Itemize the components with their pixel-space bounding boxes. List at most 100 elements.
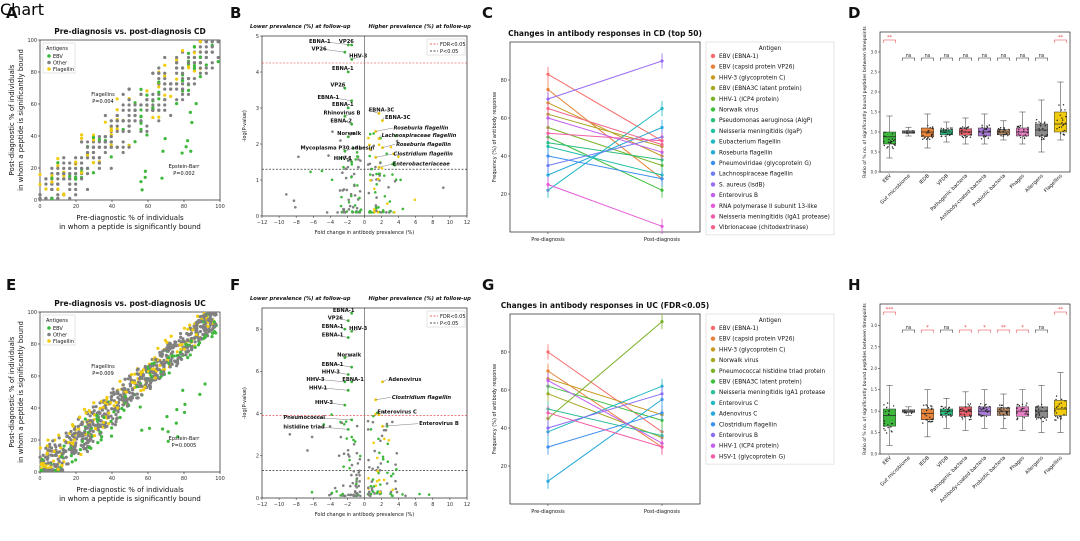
label-leader — [345, 158, 352, 163]
data-point — [109, 145, 113, 149]
point-label: HHV-3 — [349, 54, 367, 60]
data-point — [189, 331, 193, 335]
legend-marker — [710, 325, 716, 331]
x-tick-label: 100 — [215, 476, 225, 482]
jitter-point — [926, 405, 929, 407]
data-point — [210, 40, 214, 44]
data-point — [144, 368, 148, 372]
title-left: Lower prevalence (%) at follow-up — [250, 296, 351, 302]
jitter-point — [1002, 129, 1005, 131]
x-category-label: Allergens — [1024, 455, 1045, 476]
x-tick-label: 80 — [181, 476, 187, 482]
sig-bracket — [1015, 329, 1030, 333]
series-point-pre — [546, 173, 550, 177]
data-point — [143, 377, 147, 382]
data-point — [358, 454, 362, 458]
point-label: Rhinovirus B — [324, 110, 361, 116]
jitter-point — [883, 404, 885, 406]
jitter-point — [1003, 133, 1005, 136]
data-point — [178, 331, 183, 336]
jitter-point — [1039, 122, 1042, 125]
data-point — [91, 145, 96, 149]
label-leader — [378, 135, 381, 139]
jitter-point — [960, 127, 963, 130]
data-point — [378, 469, 382, 472]
jitter-point — [997, 127, 1000, 130]
panel-letter-a: A — [6, 4, 18, 22]
x-category-label: EBV — [882, 173, 894, 185]
x-tick-label: −8 — [292, 220, 299, 226]
jitter-point — [925, 415, 928, 417]
series-point-post — [660, 125, 664, 130]
data-point — [310, 435, 314, 439]
jitter-point — [1035, 415, 1037, 417]
sig-label: ns — [906, 53, 912, 59]
data-point — [395, 490, 399, 494]
jitter-point — [925, 409, 928, 412]
jitter-point — [928, 129, 930, 132]
data-point — [342, 165, 345, 169]
data-point — [139, 384, 143, 388]
data-point — [377, 437, 380, 441]
plot-frame — [879, 31, 1071, 173]
data-point — [216, 60, 220, 64]
jitter-point — [1024, 134, 1026, 136]
data-point — [358, 457, 362, 461]
y-tick-label: 100 — [27, 310, 37, 316]
data-point — [355, 424, 359, 428]
legend-marker — [710, 214, 716, 219]
data-point — [44, 446, 48, 450]
y-tick-label: 40 — [501, 154, 507, 160]
legend-label: EBV (capsid protein VP26) — [719, 65, 795, 71]
data-point — [79, 452, 83, 457]
data-point — [175, 58, 179, 62]
jitter-point — [1001, 410, 1003, 413]
data-point — [62, 161, 66, 165]
jitter-point — [945, 129, 948, 132]
data-point — [206, 324, 210, 328]
data-point — [74, 182, 78, 186]
data-point — [193, 340, 197, 344]
jitter-point — [964, 135, 966, 137]
annotation-text: Flagellins — [91, 364, 115, 370]
legend-marker — [710, 400, 716, 406]
annotation-text: P=0.004 — [92, 99, 114, 105]
data-point — [188, 353, 192, 357]
data-point — [401, 207, 405, 211]
legend-label: EBV — [53, 326, 63, 332]
data-point — [192, 55, 197, 60]
data-point — [375, 196, 378, 199]
data-point — [355, 151, 359, 154]
jitter-point — [961, 408, 963, 410]
data-point — [139, 92, 143, 96]
data-point — [57, 436, 61, 440]
data-point — [175, 364, 179, 368]
data-point — [169, 359, 173, 363]
data-point — [194, 332, 198, 337]
data-point — [353, 184, 356, 188]
data-point — [80, 420, 84, 424]
series-point-post — [660, 59, 664, 63]
point-label: EBNA-1 — [332, 66, 354, 72]
data-point — [189, 149, 193, 153]
legend-marker — [710, 139, 716, 144]
jitter-point — [978, 413, 980, 415]
data-point — [121, 129, 125, 133]
data-point — [204, 50, 208, 54]
legend-label: EBV (capsid protein VP26) — [719, 337, 795, 343]
jitter-point — [1025, 135, 1028, 137]
series-line — [547, 102, 663, 157]
data-point — [192, 336, 196, 340]
data-point — [98, 423, 102, 427]
data-point — [204, 63, 208, 67]
data-point — [78, 434, 82, 438]
jitter-point — [1023, 417, 1025, 419]
data-point — [145, 103, 149, 107]
y-tick-label: 0 — [34, 470, 37, 476]
data-point — [285, 193, 288, 196]
data-point — [418, 492, 421, 496]
jitter-point — [894, 139, 896, 141]
jitter-point — [1004, 133, 1006, 136]
jitter-point — [980, 408, 983, 411]
point-label: Norwalk — [337, 353, 362, 359]
